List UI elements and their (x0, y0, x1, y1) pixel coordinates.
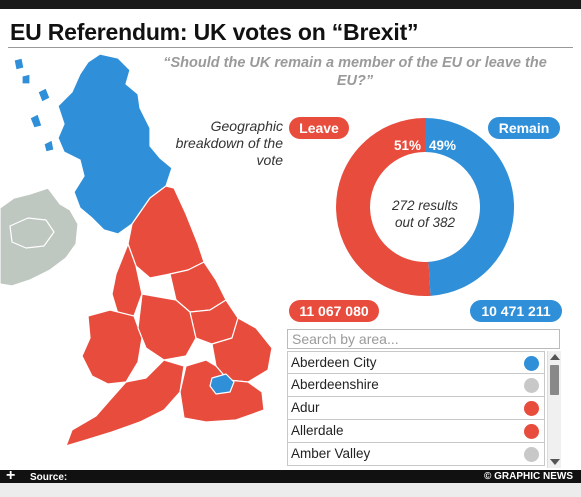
remain-vote-count: 10 471 211 (470, 300, 562, 322)
list-item[interactable]: Adur (287, 397, 545, 420)
title-divider (8, 47, 573, 48)
scotland-islands (13, 57, 55, 153)
credit-text: © GRAPHIC NEWS (483, 471, 573, 482)
expand-source-icon[interactable]: + (6, 467, 16, 484)
area-name: Aberdeenshire (291, 377, 379, 392)
results-counted-line1: 272 results (391, 198, 458, 213)
list-item[interactable]: Aberdeenshire (287, 374, 545, 397)
footer-bar: + Source: © GRAPHIC NEWS (0, 467, 581, 484)
northern-ireland-region (9, 217, 55, 249)
leave-vote-count: 11 067 080 (289, 300, 379, 322)
scroll-thumb[interactable] (550, 365, 559, 395)
top-rule (0, 0, 581, 9)
result-dot (524, 424, 539, 439)
midlands-region (137, 293, 197, 361)
result-donut-chart: 51% 49% 272 results out of 382 (336, 118, 514, 296)
leave-percent: 51% (394, 138, 421, 153)
remain-arc (424, 118, 514, 296)
area-name: Adur (291, 400, 320, 415)
list-item[interactable]: Allerdale (287, 420, 545, 443)
page-title: EU Referendum: UK votes on “Brexit” (10, 19, 419, 45)
area-search-input[interactable]: Search by area... (287, 329, 560, 349)
geographic-caption: Geographic breakdown of the vote (175, 118, 283, 168)
results-counted-line2: out of 382 (395, 215, 456, 230)
list-scrollbar[interactable] (547, 351, 561, 468)
scroll-up-icon[interactable] (550, 354, 560, 360)
uk-map[interactable] (0, 48, 290, 468)
remain-label: Remain (488, 117, 560, 139)
result-dot (524, 401, 539, 416)
referendum-question: “Should the UK remain a member of the EU… (163, 55, 547, 89)
result-dot (524, 378, 539, 393)
area-name: Amber Valley (291, 446, 371, 461)
result-dot (524, 356, 539, 371)
scotland-region (57, 53, 173, 235)
wales-region (81, 309, 143, 385)
area-name: Allerdale (291, 423, 344, 438)
leave-label: Leave (289, 117, 349, 139)
source-label[interactable]: Source: (30, 472, 68, 483)
scroll-down-icon[interactable] (550, 459, 560, 465)
leave-arc (336, 118, 431, 296)
remain-percent: 49% (429, 138, 456, 153)
area-name: Aberdeen City (291, 355, 377, 370)
result-dot (524, 447, 539, 462)
list-item[interactable]: Amber Valley (287, 443, 545, 466)
london-region (209, 373, 235, 395)
south-west-region (65, 359, 185, 447)
area-list[interactable]: Aberdeen City Aberdeenshire Adur Allerda… (287, 351, 561, 468)
list-item[interactable]: Aberdeen City (287, 351, 545, 374)
